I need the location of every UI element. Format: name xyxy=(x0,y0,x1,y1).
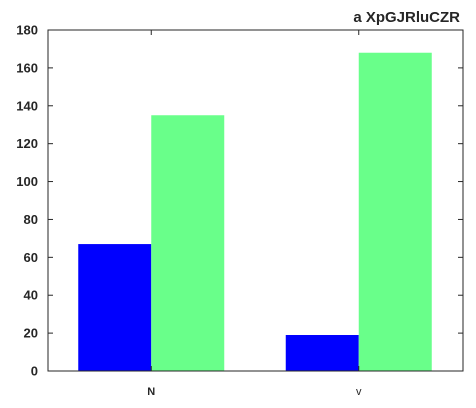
y-tick-label: 180 xyxy=(16,23,38,38)
y-tick-label: 140 xyxy=(16,98,38,113)
y-tick-label: 60 xyxy=(24,250,38,265)
axes-group: 0 20 40 60 80 100 120 140 160 180 N v xyxy=(16,23,464,398)
plot-frame xyxy=(47,29,464,372)
y-tick-label: 160 xyxy=(16,60,38,75)
x-tick-label: v xyxy=(356,386,362,398)
bars-group xyxy=(78,52,432,371)
y-tick-label: 20 xyxy=(24,326,38,341)
bar-series1-v xyxy=(285,335,359,371)
bar-series2-N xyxy=(151,115,225,371)
y-tick-label: 40 xyxy=(24,288,38,303)
bar-series2-v xyxy=(358,52,432,371)
chart-title: a XpGJRluCZR xyxy=(353,9,460,26)
y-tick-label: 80 xyxy=(24,212,38,227)
y-tick-label: 120 xyxy=(16,136,38,151)
y-tick-label: 0 xyxy=(31,364,38,379)
x-tick-label: N xyxy=(147,386,155,398)
y-tick-label: 100 xyxy=(16,174,38,189)
bar-series1-N xyxy=(78,244,152,371)
